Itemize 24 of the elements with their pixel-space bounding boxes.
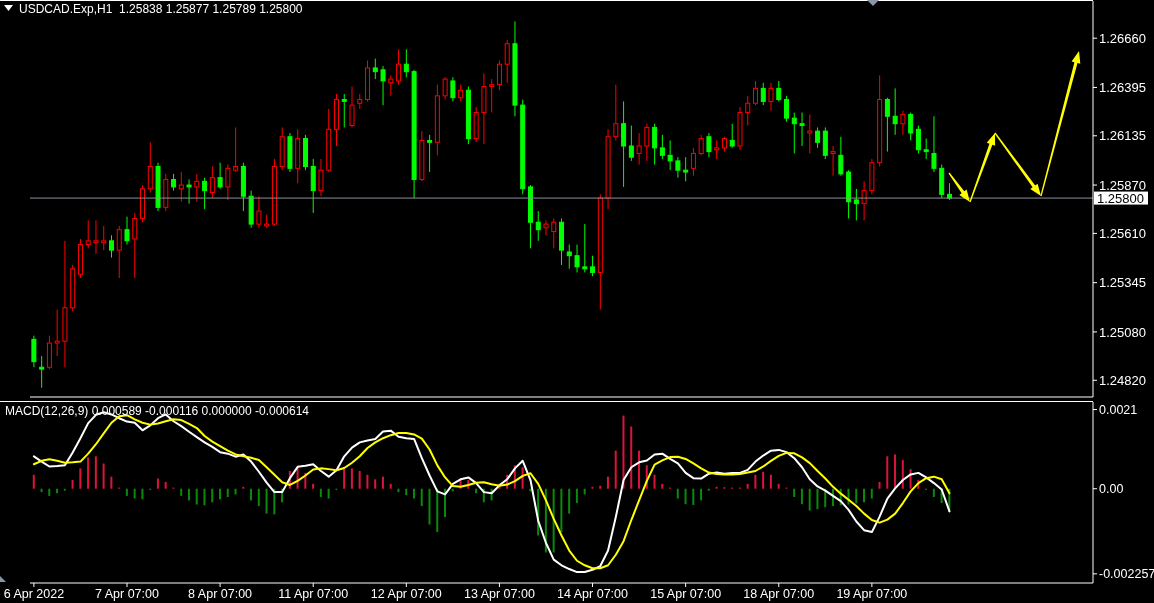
x-tick-label: 15 Apr 07:00 [650,587,722,601]
x-tick-label: 7 Apr 07:00 [95,587,159,601]
y-tick-label: 1.25080 [1099,324,1146,340]
x-tick-label: 13 Apr 07:00 [463,587,535,601]
x-tick-label: 19 Apr 07:00 [836,587,908,601]
y-tick-label: 1.26395 [1099,80,1146,96]
x-tick-label: 12 Apr 07:00 [370,587,442,601]
y-tick-label: 1.26660 [1099,30,1146,46]
y-tick-label: 1.25345 [1099,275,1146,291]
x-tick-label: 8 Apr 07:00 [188,587,253,601]
y-tick-label: 1.26135 [1099,128,1146,144]
y-tick-label: 0.0021 [1099,402,1138,417]
y-tick-label: -0.002257 [1099,567,1154,582]
ref-line-label: 1.25800 [1097,190,1144,206]
x-tick-label: 18 Apr 07:00 [743,587,815,601]
x-tick-label: 14 Apr 07:00 [557,587,629,601]
y-tick-label: 0.00 [1099,482,1124,497]
x-tick-label: 6 Apr 2022 [3,587,65,601]
y-tick-label: 1.25870 [1099,177,1146,193]
x-tick-label: 11 Apr 07:00 [278,587,349,601]
y-tick-label: 1.24820 [1099,372,1146,388]
chart-title: USDCAD.Exp,H1 1.25838 1.25877 1.25789 1.25800 [19,2,303,16]
y-tick-label: 1.25610 [1099,226,1146,242]
chart-title: MACD(12,26,9) 0.000589 -0.000116 0.000000 -0.000614 [5,404,310,418]
